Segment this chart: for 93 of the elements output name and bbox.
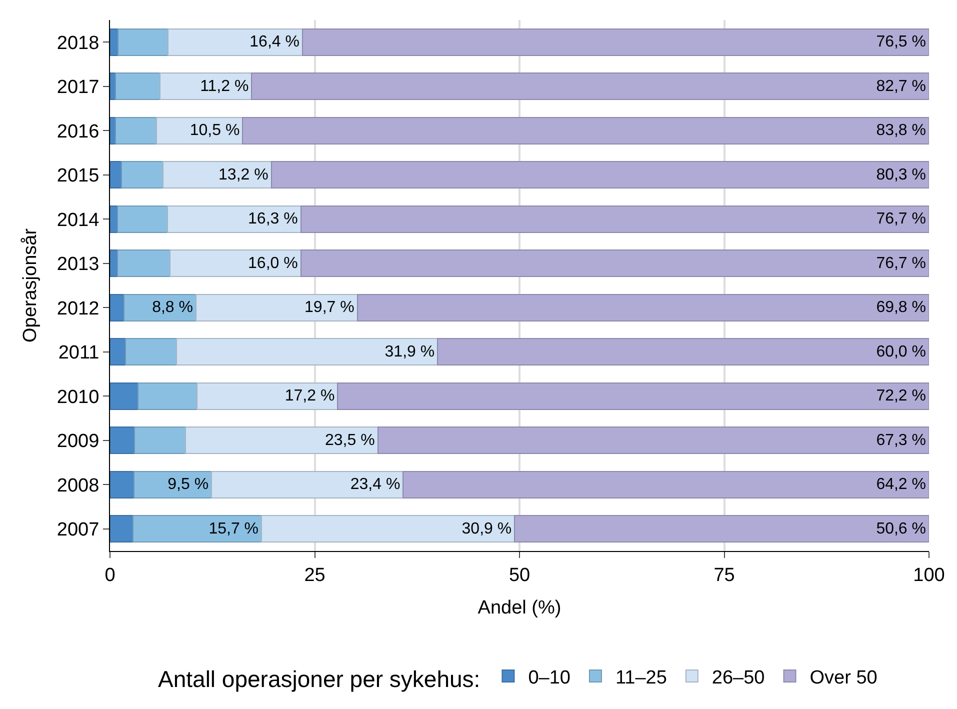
- bar: [116, 250, 170, 278]
- bar: [115, 72, 160, 100]
- x-tick-label: 75: [714, 564, 735, 586]
- bar: [169, 250, 302, 278]
- legend-title: Antall operasjoner per sykehus:: [158, 666, 480, 692]
- bar: [125, 338, 177, 366]
- y-tick-label: 2013: [56, 254, 100, 276]
- x-tick-label: 100: [913, 564, 945, 586]
- bar: [159, 72, 252, 100]
- bar: [116, 205, 168, 233]
- data-label: 80,3 %: [876, 166, 926, 184]
- y-tick-label: 2011: [58, 342, 100, 364]
- y-tick-label: 2017: [56, 77, 100, 98]
- data-label: 72,2 %: [876, 388, 926, 405]
- bar: [377, 426, 929, 454]
- y-tick-label: 2014: [56, 210, 100, 231]
- bar: [196, 382, 338, 410]
- data-label: 31,9 %: [384, 343, 435, 360]
- y-tick-label: 2009: [56, 431, 100, 452]
- x-tick-label: 50: [508, 564, 530, 586]
- data-label: 19,7 %: [304, 299, 354, 316]
- bar: [110, 470, 134, 498]
- bar: [261, 515, 516, 543]
- legend-label: 11–25: [615, 667, 667, 688]
- data-label: 11,2 %: [200, 78, 249, 95]
- bar: [110, 338, 126, 366]
- data-label: 67,3 %: [876, 432, 926, 449]
- y-tick-label: 2015: [56, 166, 100, 187]
- data-label: 83,8 %: [876, 122, 926, 140]
- bar: [300, 250, 929, 278]
- y-tick-label: 2012: [56, 298, 100, 320]
- y-axis-title: Operasjonsår: [20, 228, 41, 343]
- bar: [337, 382, 929, 410]
- bar: [118, 28, 169, 56]
- data-label: 23,5 %: [324, 432, 375, 449]
- data-label: 82,7 %: [876, 78, 926, 95]
- data-label: 16,0 %: [248, 254, 298, 272]
- y-tick-label: 2016: [56, 121, 100, 142]
- data-label: 15,7 %: [208, 520, 259, 538]
- bar: [110, 382, 138, 410]
- legend-label: 0–10: [528, 667, 570, 688]
- data-label: 76,5 %: [876, 34, 926, 51]
- bar: [110, 426, 136, 454]
- data-label: 60,0 %: [876, 343, 926, 360]
- bar: [176, 338, 438, 366]
- y-tick-label: 2007: [56, 520, 100, 541]
- bar: [211, 470, 404, 498]
- data-label: 23,4 %: [350, 476, 400, 494]
- data-label: 69,8 %: [876, 299, 926, 316]
- data-label: 64,2 %: [876, 476, 926, 494]
- bar: [134, 426, 186, 454]
- bar: [168, 28, 303, 56]
- data-label: 30,9 %: [462, 520, 512, 538]
- bar: [300, 205, 929, 233]
- bar: [242, 116, 929, 144]
- bar: [437, 338, 929, 366]
- bar: [184, 426, 378, 454]
- data-label: 17,2 %: [284, 388, 335, 405]
- bar: [110, 161, 122, 189]
- data-label: 16,4 %: [250, 34, 300, 51]
- bar: [110, 294, 124, 322]
- data-label: 9,5 %: [168, 476, 209, 494]
- y-tick-label: 2010: [56, 386, 100, 408]
- data-label: 13,2 %: [218, 166, 268, 184]
- legend-label: 26–50: [712, 667, 765, 688]
- bar: [251, 72, 929, 100]
- data-label: 16,3 %: [248, 210, 298, 228]
- bar: [402, 470, 929, 498]
- bar: [356, 294, 929, 322]
- x-axis-title: Andel (%): [478, 598, 562, 619]
- bar: [132, 515, 262, 543]
- legend-label: Over 50: [810, 667, 878, 688]
- y-tick-label: 2018: [56, 32, 100, 54]
- data-label: 76,7 %: [876, 210, 926, 228]
- bar: [156, 116, 244, 144]
- bar: [137, 382, 198, 410]
- bar: [195, 294, 358, 322]
- y-tick-label: 2008: [56, 475, 100, 496]
- bar: [120, 161, 164, 189]
- x-tick-label: 0: [104, 564, 116, 586]
- bar: [110, 515, 134, 543]
- x-tick-label: 25: [304, 564, 326, 586]
- data-label: 8,8 %: [152, 299, 193, 316]
- bar: [115, 116, 158, 144]
- bar: [270, 161, 929, 189]
- bar: [133, 470, 212, 498]
- data-label: 76,7 %: [876, 254, 926, 272]
- data-label: 10,5 %: [190, 122, 240, 140]
- data-label: 50,6 %: [876, 520, 926, 538]
- bar: [166, 205, 302, 233]
- bar: [514, 515, 929, 543]
- bar: [302, 28, 929, 56]
- bar: [162, 161, 272, 189]
